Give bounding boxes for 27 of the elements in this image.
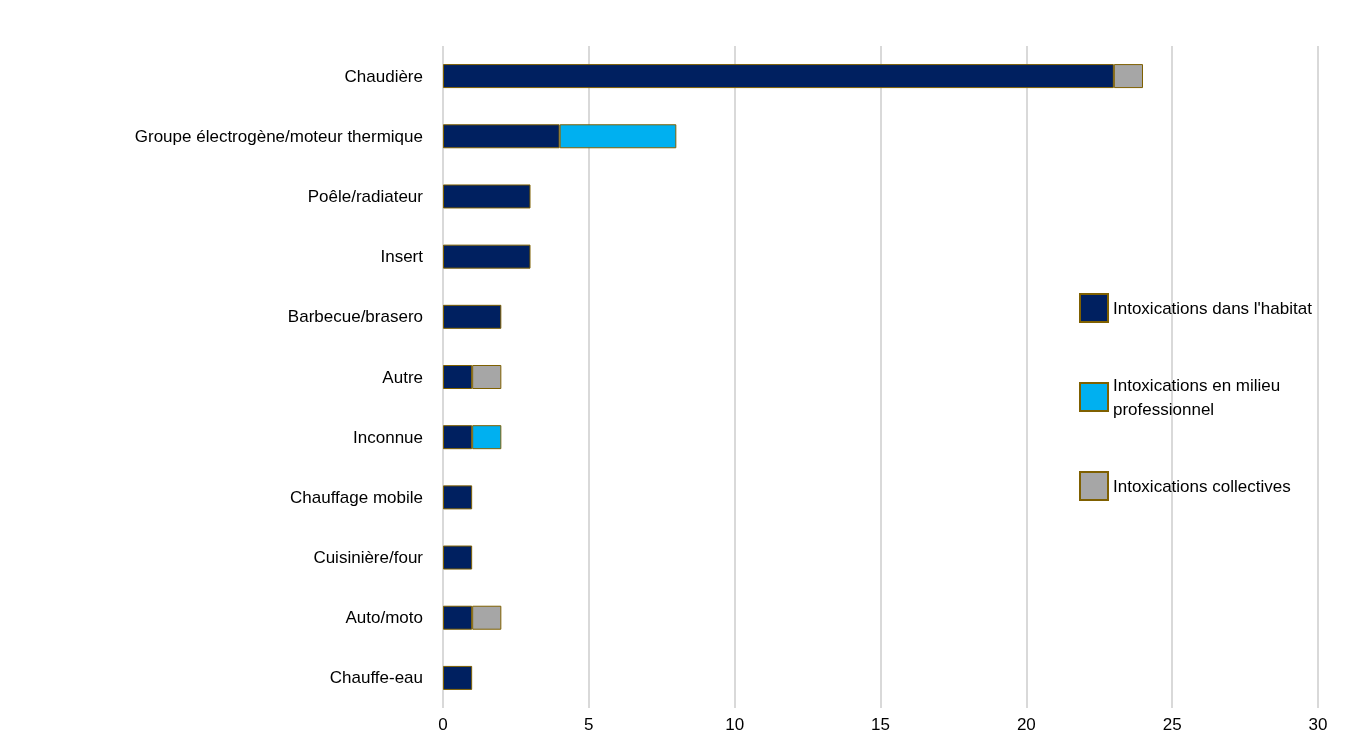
bar (443, 244, 531, 269)
y-tick-label: Auto/moto (345, 608, 423, 628)
y-tick-label: Autre (382, 367, 423, 387)
bar (443, 304, 502, 329)
y-tick-label: Chauffage mobile (290, 487, 423, 507)
y-tick-label: Insert (380, 247, 424, 267)
x-tick-label: 25 (1162, 715, 1182, 734)
x-tick-label: 30 (1308, 715, 1328, 734)
y-tick-label: Chauffe-eau (329, 668, 423, 688)
y-tick-label: Barbecue/brasero (287, 307, 423, 327)
y-tick-label: Poêle/radiateur (307, 186, 424, 206)
bar (443, 665, 473, 690)
bar (443, 485, 473, 510)
x-tick-label: 10 (725, 715, 745, 734)
x-tick-label: 5 (584, 715, 594, 734)
bar (443, 545, 473, 570)
legend-label: Intoxications dans l'habitat (1113, 298, 1313, 318)
legend-label: Intoxications collectives (1113, 476, 1291, 496)
y-tick-label: Chaudière (344, 66, 423, 86)
x-tick-label: 20 (1016, 715, 1036, 734)
y-tick-label: Groupe électrogène/moteur thermique (134, 126, 423, 146)
x-tick-label: 15 (871, 715, 890, 734)
y-tick-label: Inconnue (353, 427, 423, 447)
legend-label: Intoxications en milieu professionnel (1113, 375, 1285, 419)
y-tick-label: Cuisinière/four (313, 548, 424, 568)
x-tick-label: 0 (438, 715, 448, 734)
bar (443, 184, 531, 209)
